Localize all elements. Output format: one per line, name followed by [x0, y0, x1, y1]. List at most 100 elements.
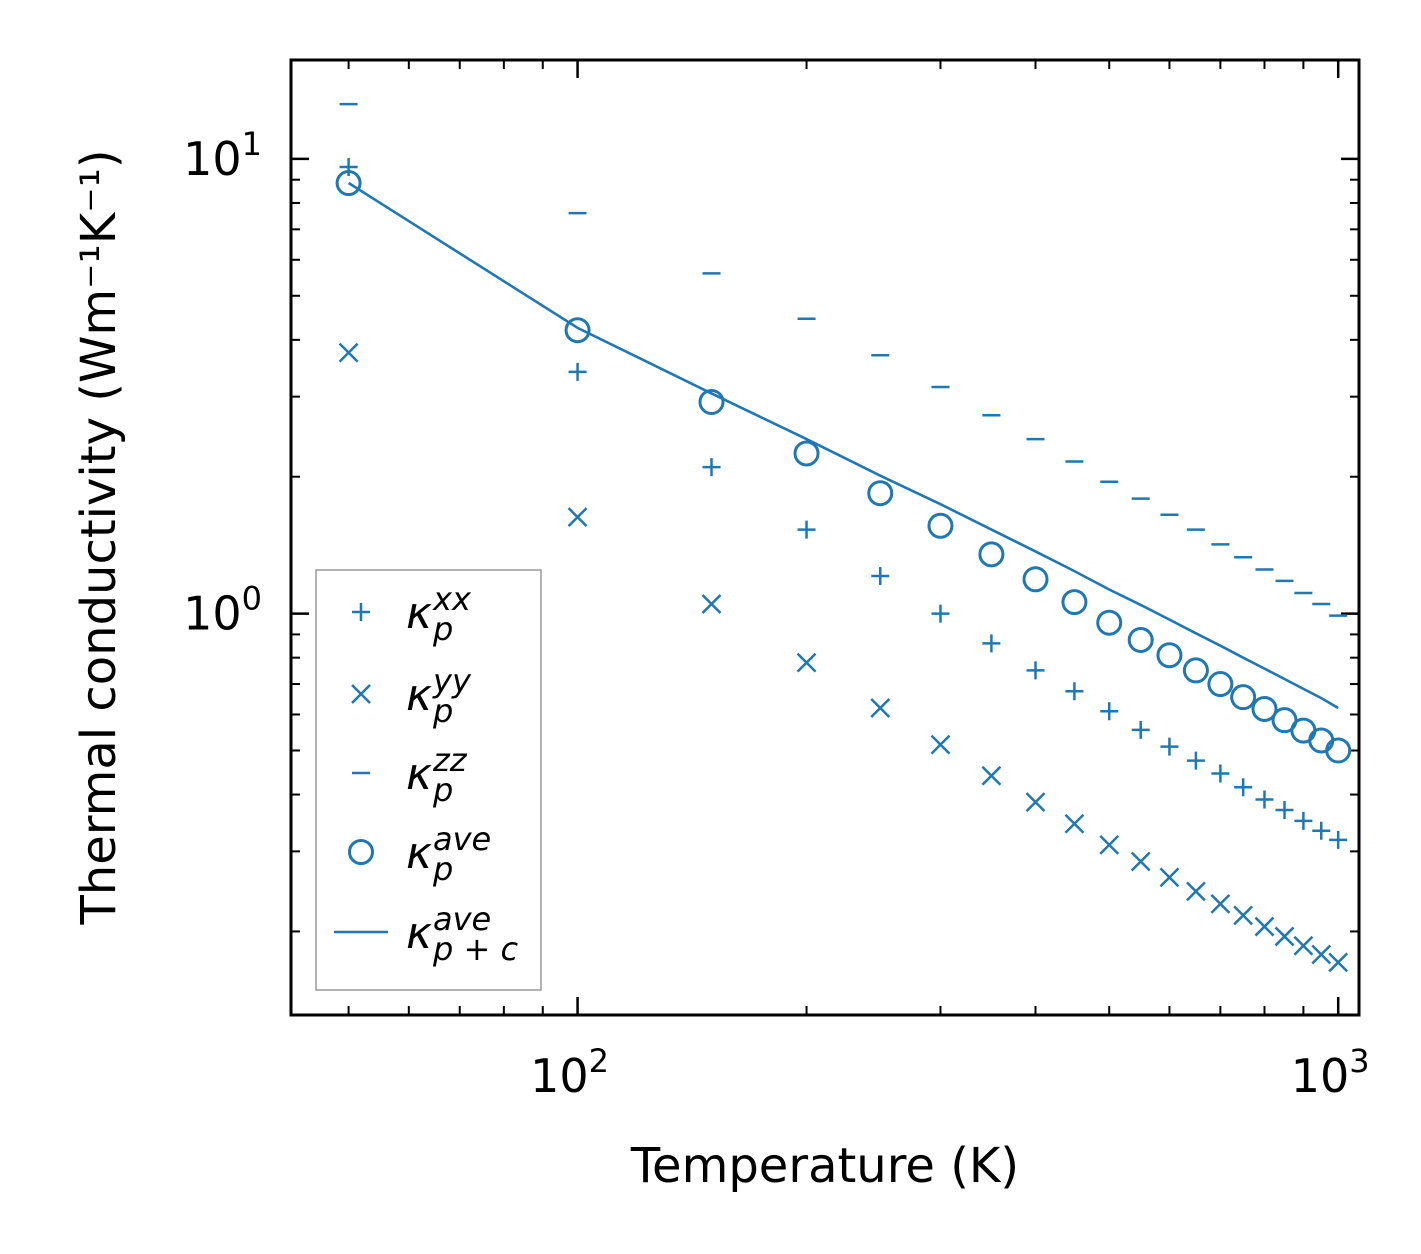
- legend-box: [315, 569, 542, 991]
- y-axis-label: Thermal conductivity (Wm⁻¹K⁻¹): [71, 149, 127, 925]
- x-axis-label: Temperature (K): [630, 1138, 1019, 1194]
- series-layer: [335, 102, 1352, 973]
- data-point: [698, 388, 725, 415]
- data-point: [1294, 811, 1313, 830]
- x-tick-label-exp: 3: [1349, 1042, 1369, 1080]
- legend-label-base: κ: [406, 908, 432, 959]
- data-point: [1022, 566, 1049, 593]
- data-point: [793, 440, 820, 467]
- data-point: [1328, 952, 1349, 973]
- legend-label-base: κ: [406, 749, 432, 800]
- data-point: [1131, 720, 1150, 739]
- data-point: [1255, 790, 1274, 809]
- legend-label-sup: yy: [432, 662, 472, 700]
- data-point: [1099, 835, 1120, 855]
- data-point: [981, 765, 1002, 786]
- data-point: [702, 458, 721, 477]
- data-point: [568, 362, 587, 381]
- data-point: [870, 698, 891, 718]
- legend-swatch: [348, 839, 374, 865]
- legend-label-sup: zz: [432, 741, 468, 779]
- data-point: [796, 652, 817, 673]
- legend-label-sub: p + c: [432, 930, 518, 968]
- y-tick-label: 100: [183, 580, 262, 641]
- data-point: [1127, 626, 1154, 653]
- legend-label-base: κ: [406, 588, 432, 639]
- legend-label: κ: [406, 828, 432, 879]
- plot-frame: [289, 58, 1361, 1017]
- legend-swatch: [351, 684, 371, 704]
- series-4: [347, 181, 1339, 710]
- data-point: [701, 594, 722, 614]
- data-point: [1274, 926, 1295, 947]
- data-point: [1100, 702, 1119, 721]
- data-point: [1061, 589, 1088, 616]
- data-point: [797, 520, 816, 539]
- data-point: [1275, 800, 1294, 819]
- data-point: [1096, 609, 1123, 636]
- data-point: [1207, 671, 1234, 698]
- legend-label: κ: [406, 749, 432, 800]
- legend-label: κ: [406, 908, 432, 959]
- data-point: [978, 541, 1005, 568]
- data-point: [1130, 851, 1151, 872]
- data-point: [1064, 813, 1085, 834]
- data-point: [1159, 867, 1180, 888]
- legend-label-sup: ave: [433, 900, 491, 938]
- legend-label-base: κ: [406, 670, 432, 721]
- data-point: [930, 734, 951, 755]
- data-point: [1182, 657, 1209, 684]
- legend-label: κ: [406, 670, 432, 721]
- data-point: [931, 604, 950, 623]
- data-point: [1026, 661, 1045, 680]
- series-line: [347, 181, 1339, 710]
- legend-label-sub: p: [432, 610, 453, 648]
- data-point: [867, 480, 894, 507]
- legend-label-sub: p: [432, 850, 453, 888]
- legend-label-sup: ave: [433, 820, 491, 858]
- data-point: [1312, 821, 1331, 840]
- data-point: [1325, 737, 1352, 764]
- legend-label-sub: p: [432, 771, 453, 809]
- legend-label-base: κ: [406, 828, 432, 879]
- data-point: [1156, 642, 1183, 669]
- data-point: [1065, 682, 1084, 701]
- series-2: [339, 102, 1348, 617]
- data-point: [1211, 764, 1230, 783]
- y-tick-label-exp: 1: [242, 125, 262, 163]
- series-1: [338, 342, 1349, 973]
- data-point: [927, 512, 954, 539]
- data-point: [567, 507, 588, 528]
- data-point: [1329, 830, 1348, 849]
- legend-swatch: [352, 603, 370, 621]
- data-point: [1234, 778, 1253, 797]
- legend-label-sub: p: [432, 692, 453, 730]
- series-0: [339, 157, 1348, 849]
- data-point: [564, 317, 591, 344]
- x-tick-label-base: 10: [530, 1049, 589, 1103]
- x-tick-label: 103: [1291, 1042, 1370, 1103]
- data-point: [1186, 751, 1205, 770]
- data-point: [871, 566, 890, 585]
- data-point: [1293, 935, 1314, 956]
- x-tick-label: 102: [530, 1042, 609, 1103]
- x-tick-label-base: 10: [1291, 1049, 1350, 1103]
- data-point: [1233, 905, 1254, 926]
- data-point: [1025, 792, 1046, 812]
- data-point: [1251, 695, 1278, 722]
- series-3: [335, 170, 1352, 764]
- y-tick-label-base: 10: [183, 132, 242, 186]
- data-point: [1210, 893, 1231, 914]
- legend-label-sup: xx: [432, 580, 472, 618]
- data-point: [1186, 881, 1206, 902]
- legend-label: κ: [406, 588, 432, 639]
- data-point: [1254, 916, 1275, 937]
- x-tick-label-exp: 2: [589, 1042, 609, 1080]
- y-tick-label-exp: 0: [242, 580, 262, 618]
- data-point: [1160, 737, 1179, 756]
- y-tick-label-base: 10: [183, 587, 242, 641]
- data-point: [335, 170, 362, 197]
